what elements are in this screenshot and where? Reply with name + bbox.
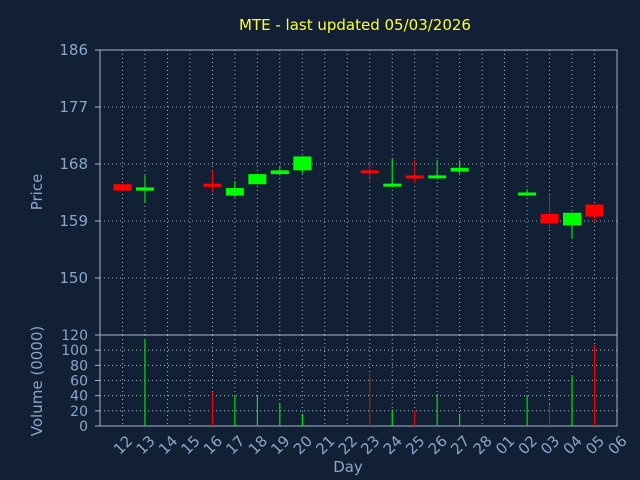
price-y-tick-label: 177 bbox=[59, 98, 88, 116]
chart-title: MTE - last updated 05/03/2026 bbox=[239, 16, 471, 34]
volume-series bbox=[144, 338, 596, 426]
price-y-ticks: 186 177 168 159 150 bbox=[59, 41, 100, 287]
candle-body bbox=[270, 170, 289, 175]
price-y-tick-label: 150 bbox=[59, 269, 88, 287]
price-plot-frame bbox=[99, 49, 618, 336]
volume-y-tick-label: 60 bbox=[70, 374, 88, 390]
candle-body bbox=[563, 212, 582, 226]
grid bbox=[100, 49, 617, 426]
candle-body bbox=[135, 187, 154, 191]
candle-body bbox=[428, 175, 447, 179]
volume-y-tick-label: 20 bbox=[70, 404, 88, 420]
volume-axis-label: Volume (0000) bbox=[28, 326, 46, 436]
candle-body bbox=[248, 174, 267, 185]
x-tick-label: 06 bbox=[605, 432, 631, 458]
x-axis-label: Day bbox=[333, 458, 363, 476]
volume-plot-frame bbox=[99, 334, 618, 427]
candle-body bbox=[360, 170, 379, 174]
volume-y-tick-label: 120 bbox=[61, 328, 88, 344]
price-y-tick-label: 186 bbox=[59, 41, 88, 59]
candle-body bbox=[518, 192, 537, 196]
candle-body bbox=[293, 156, 312, 171]
volume-y-tick-label: 40 bbox=[70, 389, 88, 405]
volume-y-tick-label: 80 bbox=[70, 358, 88, 374]
candlestick-series bbox=[113, 156, 604, 239]
candle-body bbox=[383, 183, 402, 187]
price-y-tick-label: 168 bbox=[59, 155, 88, 173]
candle-body bbox=[203, 183, 222, 187]
candle-body bbox=[450, 167, 469, 172]
candle-body bbox=[540, 214, 559, 224]
candle-body bbox=[225, 188, 244, 196]
price-y-tick-label: 159 bbox=[59, 212, 88, 230]
volume-y-tick-label: 100 bbox=[61, 343, 88, 359]
volume-y-tick-label: 0 bbox=[79, 419, 88, 435]
price-axis-label: Price bbox=[28, 174, 46, 211]
candle-body bbox=[585, 204, 604, 217]
x-ticks: 1213141516171819202122232425262728010203… bbox=[110, 432, 631, 458]
candle-body bbox=[405, 175, 424, 179]
candle-body bbox=[113, 184, 132, 191]
